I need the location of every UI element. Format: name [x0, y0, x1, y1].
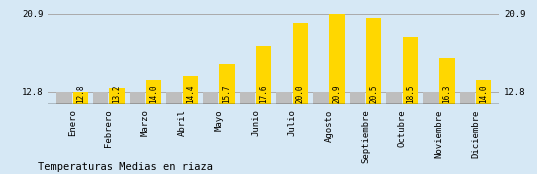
Bar [56, 92, 72, 104]
Bar [166, 92, 182, 104]
Bar [109, 88, 125, 104]
Bar [313, 92, 329, 104]
Text: 13.2: 13.2 [112, 84, 121, 103]
Bar [72, 92, 88, 104]
Bar [387, 92, 402, 104]
Bar [277, 92, 292, 104]
Text: 18.5: 18.5 [406, 84, 415, 103]
Bar [293, 23, 308, 104]
Bar [439, 58, 455, 104]
Bar [403, 37, 418, 104]
Bar [476, 80, 491, 104]
Text: 14.4: 14.4 [186, 84, 195, 103]
Bar [350, 92, 365, 104]
Bar [240, 92, 255, 104]
Text: 20.9: 20.9 [332, 84, 342, 103]
Bar [130, 92, 145, 104]
Bar [256, 46, 271, 104]
Text: 20.0: 20.0 [296, 84, 305, 103]
Bar [219, 64, 235, 104]
Text: 14.0: 14.0 [149, 84, 158, 103]
Text: 17.6: 17.6 [259, 84, 268, 103]
Text: 20.5: 20.5 [369, 84, 378, 103]
Bar [183, 77, 198, 104]
Bar [366, 18, 381, 104]
Bar [423, 92, 439, 104]
Text: 15.7: 15.7 [222, 84, 231, 103]
Bar [460, 92, 475, 104]
Bar [203, 92, 219, 104]
Text: Temperaturas Medias en riaza: Temperaturas Medias en riaza [38, 162, 213, 172]
Text: 16.3: 16.3 [442, 84, 452, 103]
Bar [93, 92, 108, 104]
Text: 14.0: 14.0 [479, 84, 488, 103]
Text: 12.8: 12.8 [76, 84, 85, 103]
Bar [146, 80, 161, 104]
Bar [329, 14, 345, 104]
